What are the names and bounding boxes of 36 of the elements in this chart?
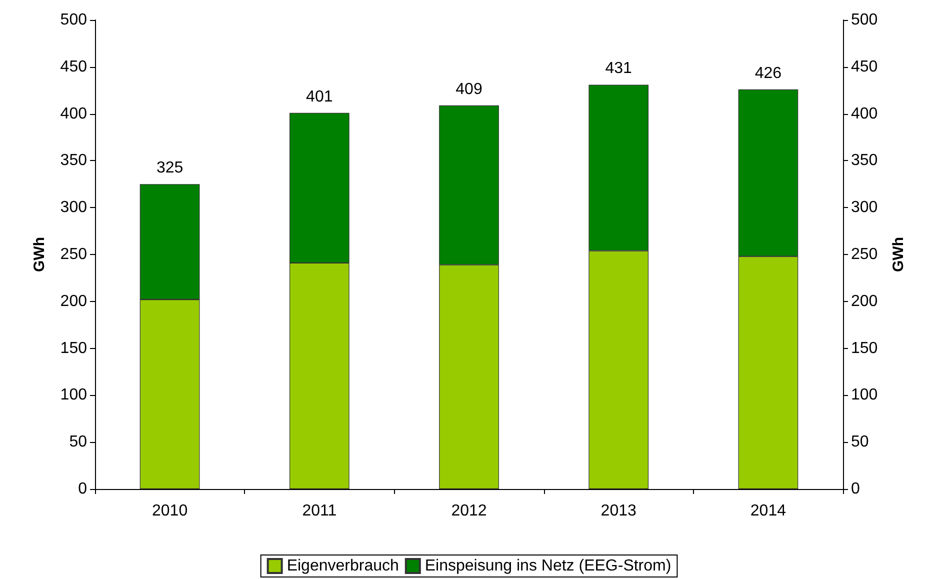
y2-tick-label: 200: [851, 292, 878, 310]
total-label: 409: [456, 80, 482, 98]
legend-label: Eigenverbrauch: [286, 558, 399, 574]
y2-tick-label: 450: [851, 58, 878, 76]
y-tick-label: 200: [60, 292, 88, 310]
y2-tick-label: 100: [851, 386, 878, 404]
y2-tick-label: 500: [851, 12, 878, 28]
total-label: 431: [605, 60, 632, 78]
total-label: 325: [156, 160, 184, 177]
x-tick-label: 2011: [302, 502, 337, 520]
x-tick-label: 2012: [451, 502, 487, 520]
y2-tick-label: 150: [851, 340, 878, 357]
y-tick-label: 100: [60, 386, 88, 404]
y-tick-label: 350: [60, 152, 88, 170]
y-axis-title: GWh: [31, 237, 48, 272]
y2-tick-label: 250: [851, 246, 878, 263]
x-tick-label: 2013: [600, 502, 636, 520]
y-tick-label: 0: [78, 480, 88, 498]
y2-axis-title: GWh: [890, 237, 907, 272]
legend-label: Einspeisung ins Netz (EEG-Strom): [424, 558, 672, 574]
y-tick-label: 50: [69, 434, 88, 451]
x-tick-label: 2010: [152, 502, 188, 520]
y2-tick-label: 400: [851, 105, 878, 122]
total-label: 426: [754, 64, 782, 82]
y-tick-label: 450: [60, 58, 88, 76]
total-label: 401: [306, 88, 333, 106]
y-tick-label: 150: [60, 340, 88, 357]
y2-tick-label: 300: [851, 199, 878, 216]
y-tick-label: 500: [60, 12, 88, 28]
y-tick-label: 400: [60, 105, 88, 122]
y2-tick-label: 0: [851, 480, 860, 498]
y2-tick-label: 350: [851, 152, 878, 170]
x-tick-label: 2014: [750, 502, 786, 520]
y2-tick-label: 50: [851, 434, 869, 451]
y-tick-label: 300: [60, 199, 88, 216]
y-tick-label: 250: [60, 246, 88, 263]
